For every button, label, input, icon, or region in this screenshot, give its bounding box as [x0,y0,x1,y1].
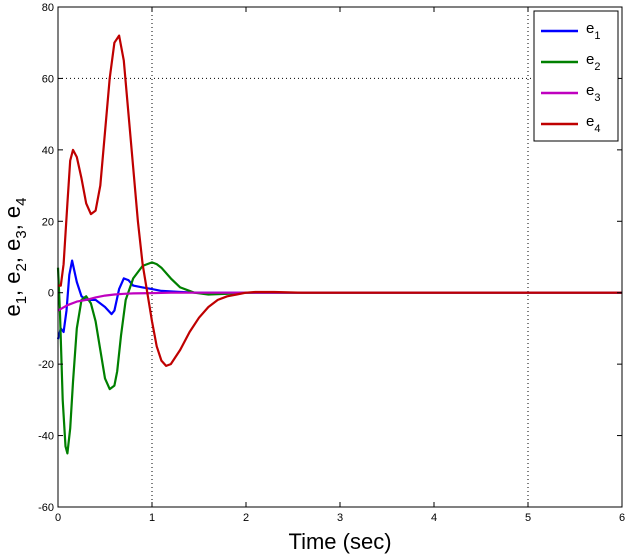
y-label-base: e [0,239,25,251]
legend-label-e4: e4 [586,113,600,135]
series-line-e2 [56,261,622,455]
y-label-sep: , [0,218,25,230]
x-tick-label: 5 [525,512,531,524]
y-label-sep: , [0,251,25,263]
y-tick-label: 80 [42,2,54,14]
x-axis-label: Time (sec) [288,529,391,554]
x-tick-label: 4 [431,512,437,524]
y-label-sep: , [0,284,25,296]
y-tick-label: -60 [38,502,54,514]
legend-label-e2: e2 [586,51,600,73]
y-tick-label: -20 [38,359,54,371]
legend-label-e3: e3 [586,82,600,104]
legend-box [533,10,619,142]
x-tick-label: 0 [55,512,61,524]
series-layer [56,34,622,455]
y-tick-label: -40 [38,431,54,443]
y-axis-label: e1, e2, e3, e4 [0,197,30,316]
y-label-base: e [0,206,25,218]
legend-label-e1: e1 [586,20,600,42]
y-tick-label: 40 [42,145,54,157]
reference-lines [58,7,622,507]
x-tick-label: 2 [243,512,249,524]
x-tick-label: 1 [149,512,155,524]
x-tick-label: 3 [337,512,343,524]
y-label-sub: 1 [13,296,30,304]
y-tick-label: 60 [42,73,54,85]
legend: e1 e2 e3 e4 [533,10,619,142]
y-tick-label: 20 [42,216,54,228]
y-label-sub: 2 [13,263,30,271]
series-line-e4 [58,34,622,367]
y-label-base: e [0,304,25,316]
y-tick-label: 0 [48,288,54,300]
series-line-e3 [57,291,622,312]
y-label-base: e [0,271,25,283]
y-label-sub: 3 [13,230,30,238]
x-tick-label: 6 [619,512,625,524]
y-label-sub: 4 [13,197,30,205]
ticks: 0 1 2 3 4 5 6 -60 -40 -20 0 20 40 60 80 [38,2,625,524]
